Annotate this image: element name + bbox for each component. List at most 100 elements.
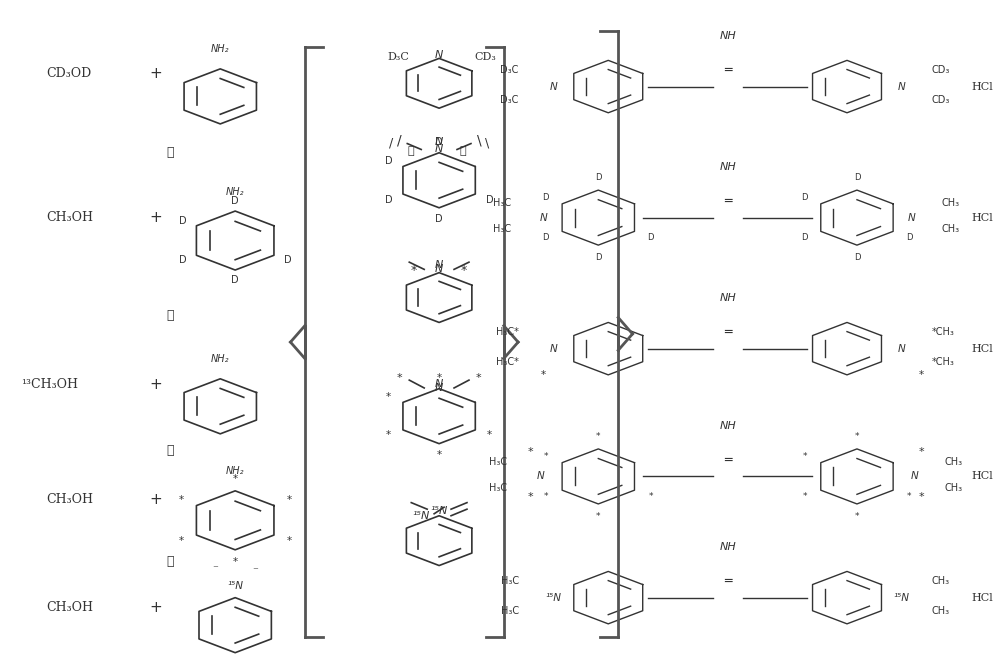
Text: *: * (287, 536, 292, 546)
Text: +: + (149, 600, 162, 615)
Text: 或: 或 (167, 555, 174, 568)
Text: *: * (596, 432, 601, 441)
Text: H₃C: H₃C (493, 198, 511, 208)
Text: NH: NH (719, 31, 736, 41)
Text: N: N (435, 260, 443, 270)
Text: N: N (550, 343, 557, 353)
Text: +: + (149, 66, 162, 81)
Text: NH₂: NH₂ (211, 355, 230, 365)
Text: *: * (386, 392, 391, 402)
Text: *: * (855, 512, 859, 521)
Text: 或: 或 (167, 145, 174, 159)
Text: *: * (437, 449, 442, 460)
Text: HCl: HCl (971, 82, 993, 91)
Text: N: N (898, 82, 906, 91)
Text: HCl: HCl (971, 471, 993, 482)
Text: 或: 或 (167, 443, 174, 457)
Text: N: N (537, 471, 544, 482)
Text: +: + (149, 210, 162, 225)
Text: D: D (385, 156, 392, 166)
Text: NH₂: NH₂ (226, 187, 244, 197)
Text: *: * (649, 492, 653, 501)
Text: D₃C: D₃C (387, 52, 409, 62)
Text: D: D (595, 253, 602, 262)
Text: D: D (854, 173, 860, 182)
Text: D: D (179, 216, 187, 226)
Text: \: \ (485, 136, 489, 149)
Text: N: N (435, 379, 443, 389)
Text: *CH₃: *CH₃ (932, 357, 954, 367)
Text: ═: ═ (724, 195, 731, 208)
Text: H₃C*: H₃C* (496, 357, 519, 367)
Text: D: D (179, 255, 187, 265)
Text: *: * (476, 373, 482, 383)
Text: ¹⁵N: ¹⁵N (546, 593, 562, 603)
Text: NH: NH (719, 293, 736, 303)
Text: H₃C: H₃C (493, 224, 511, 234)
Text: *: * (544, 492, 548, 501)
Text: *CH₃: *CH₃ (932, 327, 954, 338)
Text: *: * (528, 492, 533, 503)
Text: D: D (231, 275, 239, 286)
Text: *: * (386, 430, 391, 440)
Text: *: * (528, 447, 533, 457)
Text: CD₃OD: CD₃OD (46, 67, 91, 80)
Text: N: N (911, 471, 919, 482)
Text: D: D (486, 195, 494, 205)
Text: N: N (435, 383, 443, 393)
Text: ¹³CH₃OH: ¹³CH₃OH (21, 378, 78, 392)
Text: *: * (544, 452, 548, 461)
Text: *: * (919, 370, 924, 380)
Text: *: * (802, 492, 807, 501)
Text: D: D (906, 233, 913, 242)
Text: *: * (397, 373, 402, 383)
Text: *: * (802, 452, 807, 461)
Text: *: * (919, 492, 924, 503)
Text: H₃C: H₃C (501, 576, 519, 586)
Text: N: N (908, 213, 916, 222)
Text: *: * (437, 372, 442, 382)
Text: HCl: HCl (971, 213, 993, 222)
Text: CH₃: CH₃ (932, 576, 950, 586)
Text: D: D (543, 193, 549, 202)
Text: CD₃: CD₃ (932, 65, 950, 75)
Text: HCl: HCl (971, 343, 993, 353)
Text: D: D (595, 173, 602, 182)
Text: CH₃: CH₃ (945, 483, 963, 494)
Text: CH₃OH: CH₃OH (46, 493, 93, 506)
Text: *: * (596, 512, 601, 521)
Text: *: * (178, 495, 183, 505)
Text: ¹⁵N: ¹⁵N (412, 511, 429, 520)
Text: H₃C: H₃C (489, 483, 507, 494)
Text: D: D (854, 253, 860, 262)
Text: D: D (801, 193, 808, 202)
Text: H₃C: H₃C (501, 606, 519, 616)
Text: NH: NH (719, 420, 736, 430)
Text: *: * (411, 264, 417, 276)
Text: N: N (435, 50, 443, 60)
Text: +: + (149, 377, 162, 392)
Text: H₃C*: H₃C* (496, 327, 519, 338)
Text: CD₃: CD₃ (474, 52, 496, 62)
Text: D₃C: D₃C (500, 95, 519, 105)
Text: *: * (541, 370, 546, 380)
Text: NH₂: NH₂ (211, 45, 230, 55)
Text: NH: NH (719, 162, 736, 172)
Text: H₃C: H₃C (489, 457, 507, 467)
Text: *: * (233, 557, 238, 567)
Text: CH₃: CH₃ (932, 606, 950, 616)
Text: D: D (385, 195, 392, 205)
Text: D: D (648, 233, 654, 242)
Text: N: N (435, 264, 443, 274)
Text: ═: ═ (724, 64, 731, 77)
Text: N: N (898, 343, 906, 353)
Text: ═: ═ (724, 326, 731, 339)
Text: N: N (435, 144, 443, 154)
Text: /: / (389, 136, 393, 149)
Text: *: * (907, 492, 912, 501)
Text: *: * (461, 264, 467, 276)
Text: CH₃: CH₃ (942, 224, 960, 234)
Text: D: D (801, 233, 808, 242)
Text: /: / (397, 134, 402, 148)
Text: *: * (178, 536, 183, 546)
